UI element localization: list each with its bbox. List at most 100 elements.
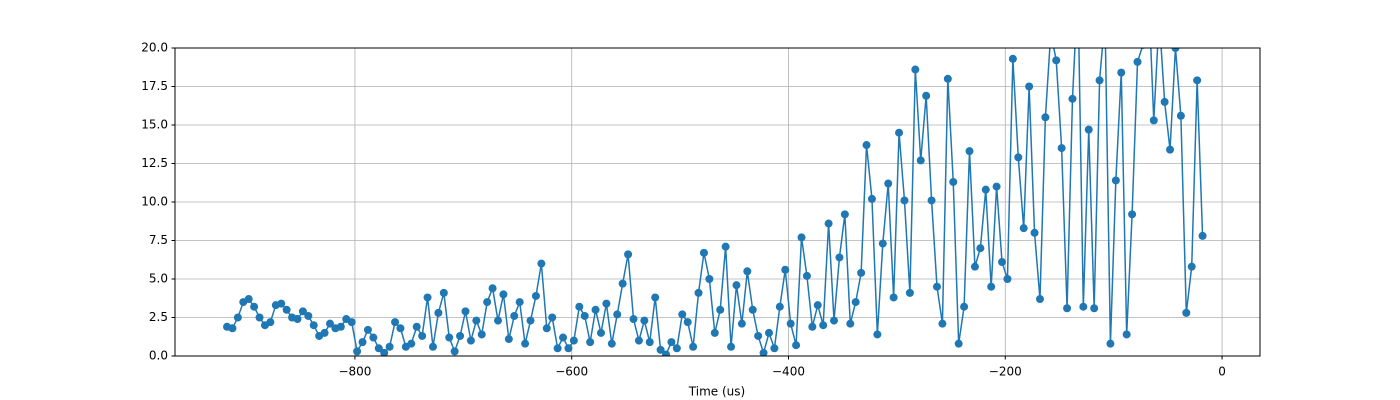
data-point [889,293,898,302]
data-point [504,335,513,344]
data-point [840,210,849,219]
ticks: −800 −600 −400 −200 0 0.0 2.5 5.0 7.5 10.0 12.5 15.… [141,41,1226,379]
data-point [1166,145,1175,154]
data-point [298,307,307,316]
data-point [369,333,378,342]
y-tick-label: 15.0 [141,118,168,132]
data-point [607,339,616,348]
data-point [358,338,367,347]
data-point [434,308,443,317]
data-point [694,288,703,297]
data-point [412,322,421,331]
data-point [689,342,698,351]
data-point [797,233,806,242]
x-axis-label: Time (us) [688,385,745,399]
data-point [770,344,779,353]
data-point [1068,94,1077,103]
data-point [542,324,551,333]
data-point [363,325,372,334]
data-point [499,290,508,299]
data-point [981,185,990,194]
data-point [407,339,416,348]
data-point [1176,111,1185,120]
data-point [613,310,622,319]
data-point [873,330,882,339]
data-point [531,291,540,300]
data-point [374,344,383,353]
data-point [884,179,893,188]
data-point [851,298,860,307]
data-point [461,307,470,316]
data-point [385,342,394,351]
data-point [1008,54,1017,63]
data-point [1084,125,1093,134]
data-point [472,316,481,325]
data-point [651,293,660,302]
data-point [233,313,242,322]
data-point [781,265,790,274]
data-point [662,350,671,356]
data-point [559,333,568,342]
data-point [1030,228,1039,237]
data-point [488,284,497,293]
data-point [943,74,952,83]
data-point [1057,144,1066,153]
data-point [949,177,958,186]
data-point [1079,302,1088,311]
data-point [1171,48,1180,52]
data-point [494,316,503,325]
data-point [309,321,318,330]
data-point [960,302,969,311]
data-point [786,319,795,328]
data-point [580,311,589,320]
data-point [710,328,719,337]
data-point [1128,210,1137,219]
data-point [1187,262,1196,271]
data-point [304,311,313,320]
data-line [226,48,1204,356]
series [223,48,1207,356]
data-point [775,302,784,311]
data-point [727,342,736,351]
x-tick-label: −200 [989,365,1022,379]
data-point [380,348,389,356]
data-point [640,316,649,325]
data-point [792,341,801,350]
data-point [835,253,844,262]
data-point [282,305,291,314]
data-point [748,305,757,314]
data-point [320,328,329,337]
data-point [911,65,920,74]
data-point [548,313,557,322]
data-point [477,330,486,339]
data-point [922,91,931,100]
data-point [830,316,839,325]
x-tick-label: −600 [555,365,588,379]
data-point [439,288,448,297]
data-point [1090,304,1099,313]
data-point [634,336,643,345]
data-point [970,262,979,271]
data-point [927,196,936,205]
data-point [466,336,475,345]
data-point [716,305,725,314]
data-point [932,282,941,291]
x-tick-label: −400 [772,365,805,379]
data-point [705,275,714,283]
data-point [721,242,730,251]
data-point [862,141,871,150]
data-point [1182,308,1191,317]
data-point [396,324,405,333]
data-point [1025,82,1034,91]
data-point [1149,116,1158,125]
data-point [483,298,492,307]
data-point [656,345,665,354]
data-point [916,156,925,165]
data-point [244,295,253,304]
data-point [965,147,974,156]
data-point [905,288,914,297]
data-point [391,318,400,327]
data-point [802,271,811,280]
data-point [1095,76,1104,85]
